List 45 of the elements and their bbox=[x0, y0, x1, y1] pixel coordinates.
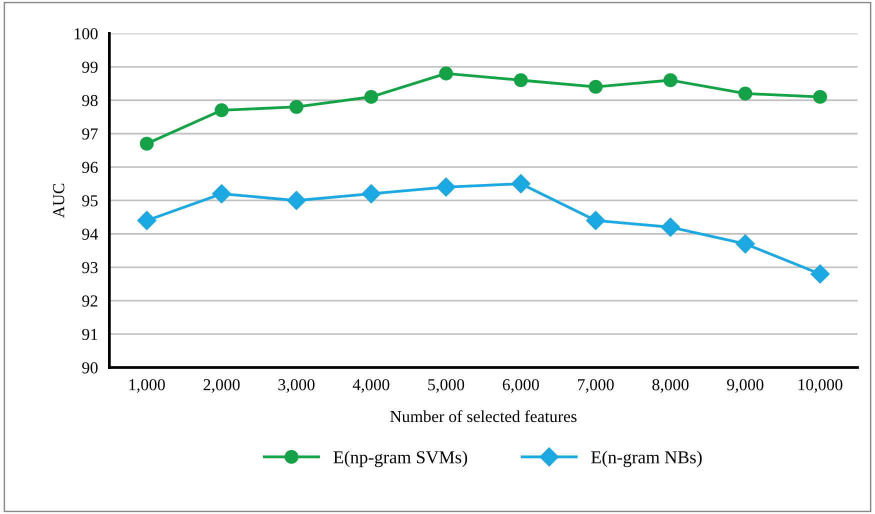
x-tick-label: 2,000 bbox=[204, 379, 240, 393]
legend-label: E(n-gram NBs) bbox=[591, 450, 702, 468]
point bbox=[362, 184, 381, 204]
point bbox=[140, 136, 154, 151]
y-axis-title: AUC bbox=[53, 184, 64, 218]
point bbox=[439, 66, 453, 80]
x-tick-label: 6,000 bbox=[502, 379, 539, 393]
x-tick-label: 8,000 bbox=[652, 379, 689, 393]
x-tick-label: 3,000 bbox=[278, 379, 315, 393]
y-tick-label: 98 bbox=[82, 94, 98, 106]
x-tick-label: 7,000 bbox=[578, 379, 614, 393]
point bbox=[664, 73, 678, 88]
point bbox=[511, 174, 530, 194]
point bbox=[514, 73, 528, 88]
y-tick-label: 100 bbox=[74, 28, 98, 40]
point bbox=[810, 264, 830, 284]
y-tick-label: 92 bbox=[82, 295, 98, 307]
legend-label: E(np-gram SVMs) bbox=[334, 450, 468, 468]
y-tick-label: 97 bbox=[82, 128, 98, 140]
point bbox=[137, 210, 156, 230]
y-tick-label: 99 bbox=[82, 62, 98, 73]
y-tick-label: 91 bbox=[82, 328, 98, 340]
y-tick-label: 94 bbox=[82, 228, 98, 240]
point bbox=[286, 190, 306, 210]
x-axis-title: Number of selected features bbox=[390, 410, 577, 422]
point bbox=[586, 210, 606, 230]
y-tick-label: 90 bbox=[82, 362, 98, 374]
point bbox=[364, 90, 378, 104]
y-tick-label: 95 bbox=[82, 195, 98, 206]
x-tick-label: 9,000 bbox=[727, 379, 764, 393]
x-tick-label: 4,000 bbox=[352, 379, 390, 393]
point bbox=[289, 100, 304, 114]
point bbox=[736, 234, 755, 254]
point bbox=[214, 103, 229, 118]
y-tick-label: 93 bbox=[82, 262, 98, 274]
point bbox=[436, 178, 456, 197]
point bbox=[813, 90, 828, 104]
point bbox=[212, 184, 232, 204]
x-tick-label: 5,000 bbox=[428, 379, 464, 393]
x-tick-label: 10,000 bbox=[798, 379, 842, 393]
point bbox=[588, 80, 603, 94]
y-tick-label: 96 bbox=[82, 162, 98, 173]
point bbox=[738, 86, 752, 100]
x-tick-label: 1,000 bbox=[129, 379, 165, 393]
point bbox=[660, 218, 680, 237]
